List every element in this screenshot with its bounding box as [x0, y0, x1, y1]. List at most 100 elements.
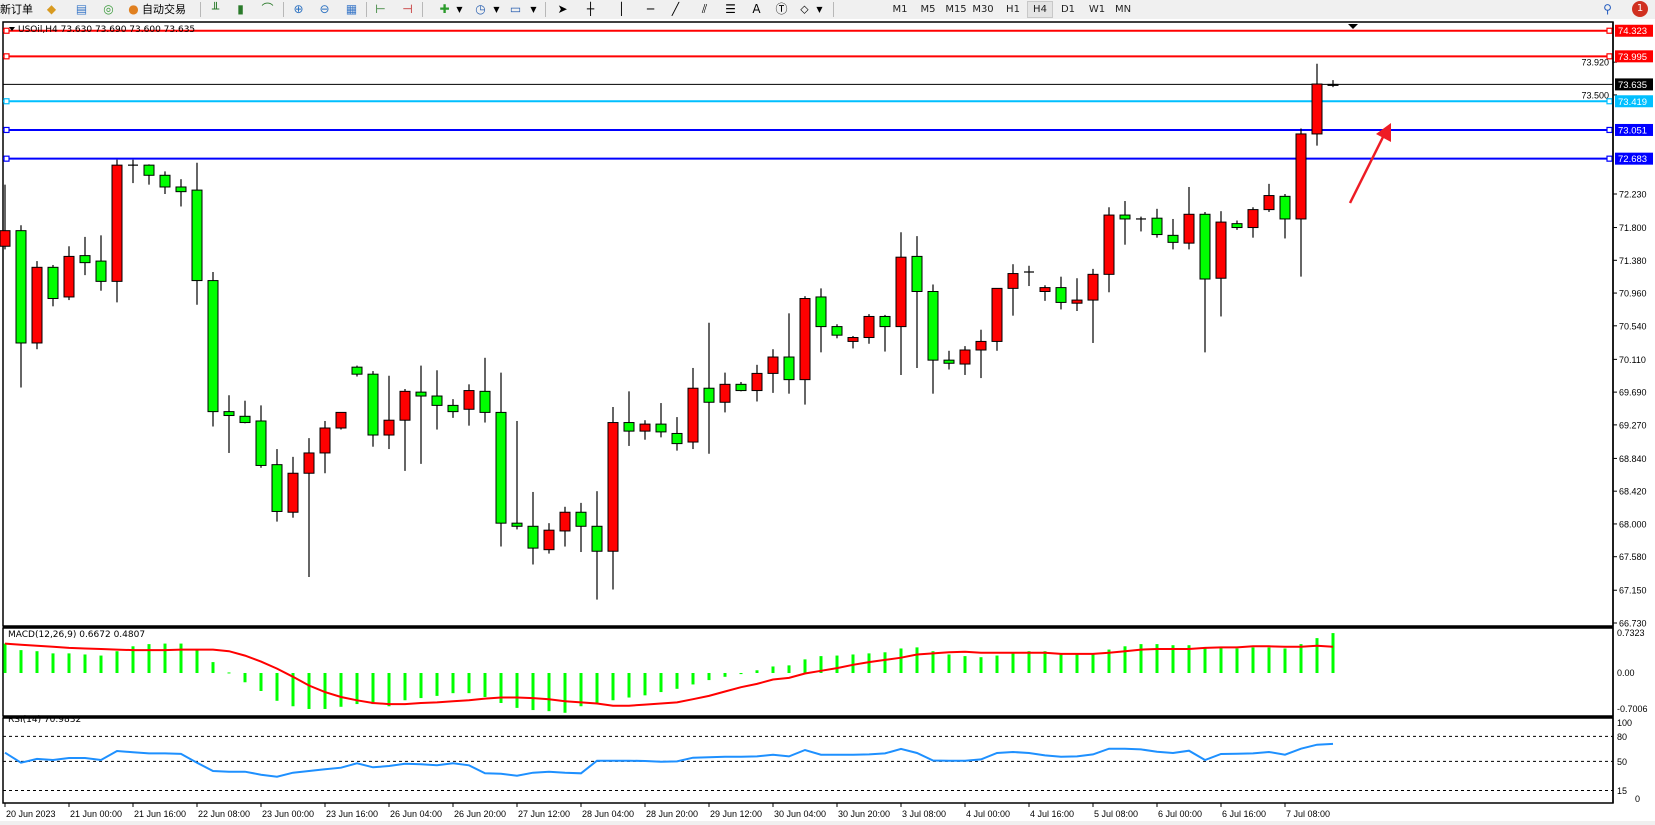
status-strip [0, 821, 1655, 825]
bullish-candle-body [383, 419, 395, 436]
tile-windows-icon[interactable]: ▦ [345, 2, 358, 16]
price-level-badge-label: 74.323 [1618, 26, 1647, 37]
time-tick-label: 5 Jul 08:00 [1094, 809, 1138, 819]
timeframe-m1[interactable]: M1 [892, 4, 908, 15]
bullish-candle-body [31, 266, 43, 344]
text-label-icon[interactable]: Ⓣ [775, 2, 788, 16]
rsi-tick-label: 100 [1617, 718, 1632, 728]
candle [495, 372, 507, 547]
arrow-annotation-head-icon[interactable] [1376, 123, 1391, 142]
candle [63, 246, 75, 301]
bearish-candle-body [911, 255, 923, 292]
line-chart-icon[interactable]: ⌒ [261, 2, 274, 16]
price-tick-label: 67.580 [1619, 552, 1647, 562]
shapes-icon[interactable]: ⬦ [800, 2, 809, 16]
candle [1103, 207, 1115, 293]
candle [767, 349, 779, 393]
level-handle-left[interactable] [3, 27, 10, 34]
timeframe-h1[interactable]: H1 [1006, 4, 1020, 15]
chevron-down-icon[interactable]: ▼ [493, 5, 500, 14]
chart-shift-icon[interactable]: ⊣ [402, 2, 413, 16]
equidistant-channel-icon[interactable]: ⫽ [701, 2, 708, 16]
auto-trading-button[interactable]: 自动交易 [142, 3, 186, 16]
horizontal-line-icon[interactable]: ─ [646, 2, 655, 16]
arrow-annotation-shaft[interactable] [1348, 136, 1385, 204]
candle [719, 372, 731, 413]
rsi-tick-label: 15 [1617, 786, 1627, 796]
chevron-down-icon[interactable]: ▼ [530, 5, 537, 14]
timeframe-d1[interactable]: D1 [1060, 4, 1076, 15]
bearish-candle-body [79, 255, 91, 264]
bearish-candle-body [671, 432, 683, 445]
bearish-candle-body [495, 411, 507, 524]
macd-histogram-bar [1075, 654, 1079, 673]
timeframe-h4[interactable]: H4 [1027, 1, 1053, 18]
macd-histogram-bar [115, 651, 119, 673]
macd-histogram-bar [1091, 654, 1095, 673]
price-tick-label: 73.500 [1581, 90, 1609, 100]
chevron-down-icon[interactable]: ▼ [456, 5, 463, 14]
bullish-candle-body [399, 390, 411, 421]
level-handle-right[interactable] [1606, 155, 1613, 162]
candle [0, 184, 11, 250]
bullish-candle-body [1071, 299, 1083, 304]
macd-histogram-bar [835, 655, 839, 673]
crosshair-icon[interactable]: ┼ [586, 2, 595, 16]
candle [143, 164, 155, 185]
zoom-in-icon[interactable]: ⊕ [293, 2, 304, 16]
timeframe-m30[interactable]: M30 [972, 4, 994, 15]
horizontal-levels[interactable] [3, 27, 1613, 162]
periods-clock-icon[interactable]: ◷ [475, 2, 486, 16]
templates-icon[interactable]: ▭ [509, 2, 522, 16]
expert-icon[interactable]: ● [128, 2, 139, 16]
candle [831, 324, 843, 339]
level-handle-left[interactable] [3, 155, 10, 162]
level-handle-right[interactable] [1606, 53, 1613, 60]
new-order-button[interactable]: 新订单 [0, 3, 33, 16]
level-handle-left[interactable] [3, 126, 10, 134]
level-handle-right[interactable] [1606, 27, 1613, 34]
fibonacci-icon[interactable]: ☰ [725, 2, 736, 16]
gold-icon[interactable]: ◆ [46, 2, 57, 16]
level-handle-right[interactable] [1606, 126, 1613, 134]
chevron-down-icon[interactable]: ▼ [816, 5, 823, 14]
trendline-icon[interactable]: ╱ [671, 2, 680, 16]
bearish-candle-body [223, 411, 235, 417]
macd-histogram-bar [659, 673, 663, 693]
search-icon[interactable]: ⚲ [1603, 2, 1612, 16]
collapse-triangle-icon[interactable] [9, 27, 15, 31]
notification-badge[interactable]: 1 [1632, 1, 1648, 17]
macd-histogram-bar [195, 650, 199, 673]
macd-histogram-bar [163, 643, 167, 673]
bullish-candle-body [767, 356, 779, 374]
timeframe-m5[interactable]: M5 [920, 4, 936, 15]
vertical-line-icon[interactable]: │ [617, 2, 626, 16]
candle [479, 357, 491, 423]
timeframe-mn[interactable]: MN [1114, 4, 1132, 15]
bearish-candle-body [415, 391, 427, 397]
auto-scroll-icon[interactable]: ⊢ [375, 2, 386, 16]
candle [175, 179, 187, 207]
candle [399, 389, 411, 471]
bearish-candle-body [143, 164, 155, 176]
indicators-icon[interactable]: ✚ [439, 2, 450, 16]
level-handle-right[interactable] [1606, 98, 1613, 105]
separator [366, 2, 367, 17]
candlestick-icon[interactable]: ▮ [237, 2, 244, 16]
timeframe-w1[interactable]: W1 [1088, 4, 1106, 15]
chart-window[interactable]: 73.920 73.500 72.230 71.800 71.380 70.960 70.5… [0, 19, 1655, 825]
signal-icon[interactable]: ◎ [103, 2, 114, 16]
level-handle-left[interactable] [3, 98, 10, 105]
cursor-icon[interactable]: ➤ [557, 2, 568, 16]
bearish-candle-body [527, 525, 539, 549]
level-handle-left[interactable] [3, 53, 10, 60]
candle [128, 159, 138, 184]
market-watch-icon[interactable]: ▤ [75, 2, 88, 16]
zoom-out-icon[interactable]: ⊖ [319, 2, 330, 16]
text-icon[interactable]: A [752, 2, 761, 16]
chart-shift-marker-icon[interactable] [1348, 24, 1358, 29]
bullish-candle-body [991, 287, 1003, 342]
macd-histogram-bar [691, 673, 695, 685]
timeframe-m15[interactable]: M15 [945, 4, 967, 15]
bar-chart-icon[interactable]: ╨ [211, 2, 220, 16]
